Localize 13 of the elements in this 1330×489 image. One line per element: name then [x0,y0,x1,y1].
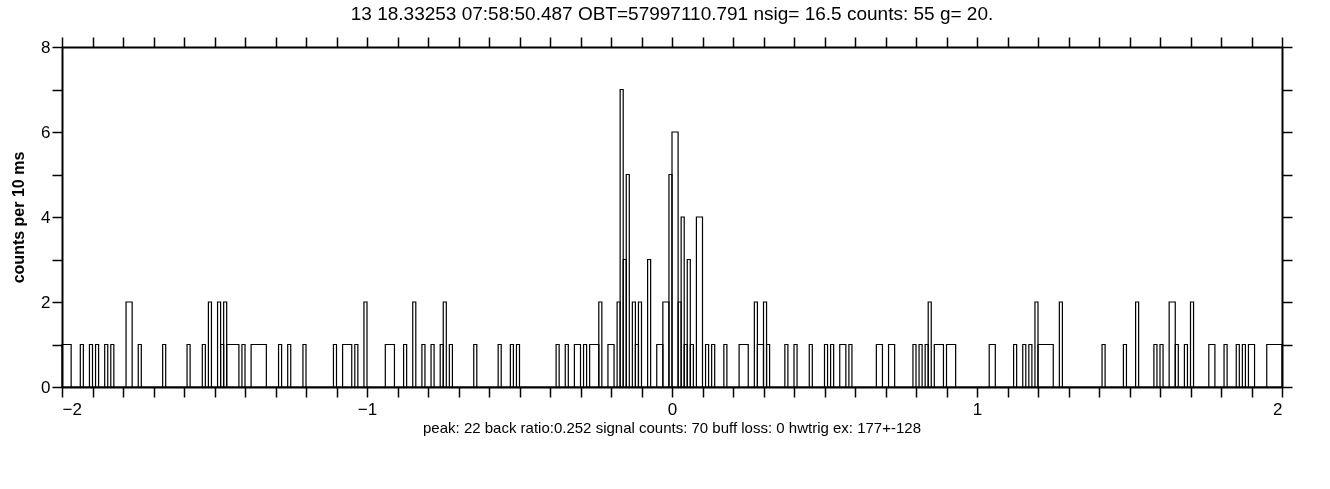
x-tick-label: −2 [62,399,82,419]
text: peak: 22 back ratio:0.252 signal counts: 70 buff loss: 0 hwtrig ex: 177+-128 [423,419,921,436]
y-tick-label: 6 [41,122,51,142]
y-tick-label: 0 [41,377,51,397]
chart-title: 13 18.33253 07:58:50.487 OBT=57997110.791 nsig= 16.5 counts: 55 g= 20. [350,3,994,25]
x-tick-label: −1 [357,399,378,419]
x-tick-label: 1 [972,399,983,419]
x-tick-label: 2 [1273,399,1283,419]
y-axis-title: counts per 10 ms [10,151,28,284]
y-tick-label: 4 [41,207,51,227]
y-tick-label: 2 [41,292,51,312]
y-tick-label: 8 [41,37,51,57]
x-tick-label: 0 [667,399,678,419]
